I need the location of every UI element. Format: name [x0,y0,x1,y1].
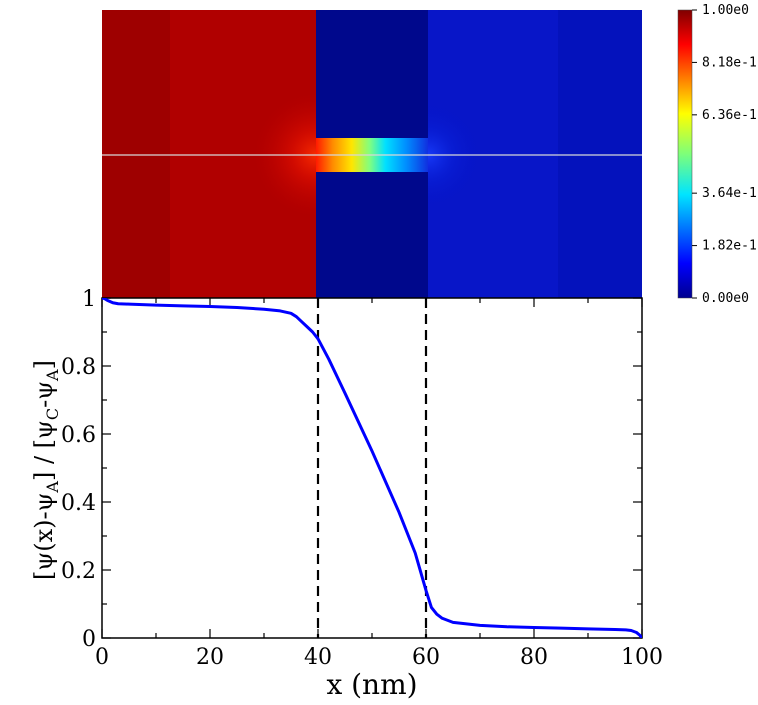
y-tick-label: 0.6 [61,423,96,448]
y-axis-title-part: -ψ [30,381,58,408]
map-left-edge [102,10,170,298]
y-axis-title-sub: C [43,408,62,420]
map-lower-block [316,172,428,298]
y-tick-label: 0.2 [61,559,96,584]
map-upper-block [316,10,428,138]
line-plot: 0 20 40 60 80 100 0 0.2 0.4 0.6 0.8 1 x (nm) [ψ(x)-… [30,287,663,701]
x-axis-title: x (nm) [326,668,417,701]
colorbar-gradient [677,9,693,299]
x-tick-label: 20 [196,645,224,670]
colorbar-tick-label: 3.64e-1 [702,186,757,201]
series-line [102,298,642,638]
colorbar-tick-label: 0.00e0 [702,291,749,306]
colorbar-tick-label: 6.36e-1 [702,108,757,123]
colorbar-tick-label: 1.82e-1 [702,239,757,254]
y-axis-title-part: ] [30,360,58,369]
y-axis-title-part: [ψ(x)-ψ [30,493,58,580]
y-axis-title-sub: A [43,369,62,382]
x-tick-label: 100 [621,645,663,670]
y-tick-label: 0.4 [61,491,96,516]
y-axis-title: [ψ(x)-ψA] / [ψC-ψA] [30,360,62,580]
y-tick-label: 0 [82,627,96,652]
y-tick-label: 0.8 [61,355,96,380]
colorbar-tick-label: 8.18e-1 [702,55,757,70]
colorbar-tick-label: 1.00e0 [702,3,749,18]
y-axis-title-part: ] / [ψ [30,420,58,481]
plot-frame [101,297,643,639]
x-tick-label: 80 [520,645,548,670]
y-axis-title-sub: A [43,481,62,494]
colorbar: 1.00e0 8.18e-1 6.36e-1 3.64e-1 1.82e-1 0.00e0 [677,3,757,306]
map-right-edge [558,10,642,298]
x-tick-label: 0 [95,645,109,670]
x-tick-label: 40 [304,645,332,670]
potential-map [102,10,642,298]
x-tick-label: 60 [412,645,440,670]
y-tick-label: 1 [82,287,96,312]
